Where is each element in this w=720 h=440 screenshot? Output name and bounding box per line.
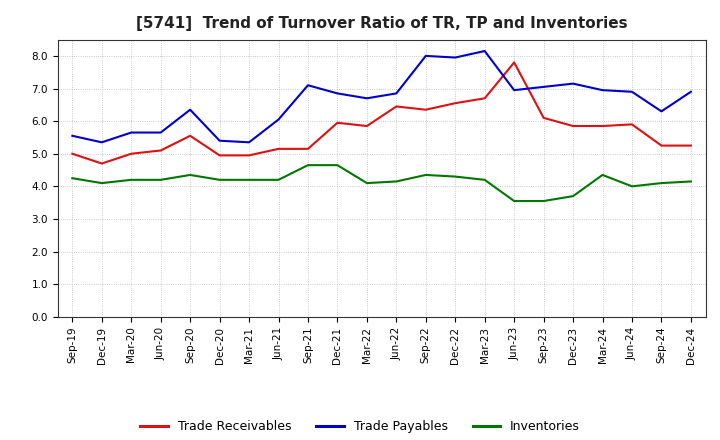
Inventories — [392, 179, 400, 184]
Inventories — [569, 194, 577, 199]
Trade Receivables — [333, 120, 342, 125]
Trade Payables — [628, 89, 636, 95]
Trade Payables — [687, 89, 696, 95]
Inventories — [687, 179, 696, 184]
Trade Receivables — [363, 123, 372, 128]
Inventories — [628, 184, 636, 189]
Trade Payables — [68, 133, 76, 139]
Trade Receivables — [245, 153, 253, 158]
Inventories — [657, 180, 666, 186]
Trade Receivables — [186, 133, 194, 139]
Inventories — [186, 172, 194, 178]
Inventories — [304, 162, 312, 168]
Inventories — [156, 177, 165, 183]
Trade Payables — [451, 55, 459, 60]
Inventories — [245, 177, 253, 183]
Inventories — [539, 198, 548, 204]
Inventories — [215, 177, 224, 183]
Trade Payables — [421, 53, 430, 59]
Inventories — [598, 172, 607, 178]
Trade Receivables — [598, 123, 607, 128]
Trade Payables — [186, 107, 194, 112]
Inventories — [68, 176, 76, 181]
Trade Payables — [274, 117, 283, 122]
Trade Receivables — [127, 151, 135, 156]
Trade Payables — [392, 91, 400, 96]
Trade Payables — [510, 88, 518, 93]
Trade Receivables — [97, 161, 106, 166]
Trade Receivables — [480, 95, 489, 101]
Trade Receivables — [451, 101, 459, 106]
Title: [5741]  Trend of Turnover Ratio of TR, TP and Inventories: [5741] Trend of Turnover Ratio of TR, TP… — [136, 16, 627, 32]
Inventories — [480, 177, 489, 183]
Trade Receivables — [215, 153, 224, 158]
Trade Payables — [363, 95, 372, 101]
Trade Payables — [333, 91, 342, 96]
Trade Payables — [215, 138, 224, 143]
Inventories — [97, 180, 106, 186]
Trade Receivables — [628, 122, 636, 127]
Inventories — [510, 198, 518, 204]
Inventories — [421, 172, 430, 178]
Line: Trade Receivables: Trade Receivables — [72, 62, 691, 164]
Inventories — [127, 177, 135, 183]
Inventories — [363, 180, 372, 186]
Trade Payables — [569, 81, 577, 86]
Trade Receivables — [687, 143, 696, 148]
Trade Receivables — [539, 115, 548, 121]
Trade Receivables — [156, 148, 165, 153]
Trade Payables — [539, 84, 548, 89]
Trade Receivables — [657, 143, 666, 148]
Inventories — [451, 174, 459, 179]
Line: Trade Payables: Trade Payables — [72, 51, 691, 142]
Trade Receivables — [421, 107, 430, 112]
Trade Payables — [127, 130, 135, 135]
Trade Payables — [657, 109, 666, 114]
Trade Receivables — [304, 146, 312, 151]
Line: Inventories: Inventories — [72, 165, 691, 201]
Trade Receivables — [68, 151, 76, 156]
Inventories — [274, 177, 283, 183]
Trade Payables — [304, 83, 312, 88]
Trade Payables — [245, 139, 253, 145]
Trade Payables — [97, 139, 106, 145]
Legend: Trade Receivables, Trade Payables, Inventories: Trade Receivables, Trade Payables, Inven… — [135, 415, 585, 438]
Trade Receivables — [274, 146, 283, 151]
Trade Payables — [598, 88, 607, 93]
Trade Receivables — [392, 104, 400, 109]
Trade Receivables — [569, 123, 577, 128]
Trade Payables — [156, 130, 165, 135]
Inventories — [333, 162, 342, 168]
Trade Payables — [480, 48, 489, 54]
Trade Receivables — [510, 60, 518, 65]
